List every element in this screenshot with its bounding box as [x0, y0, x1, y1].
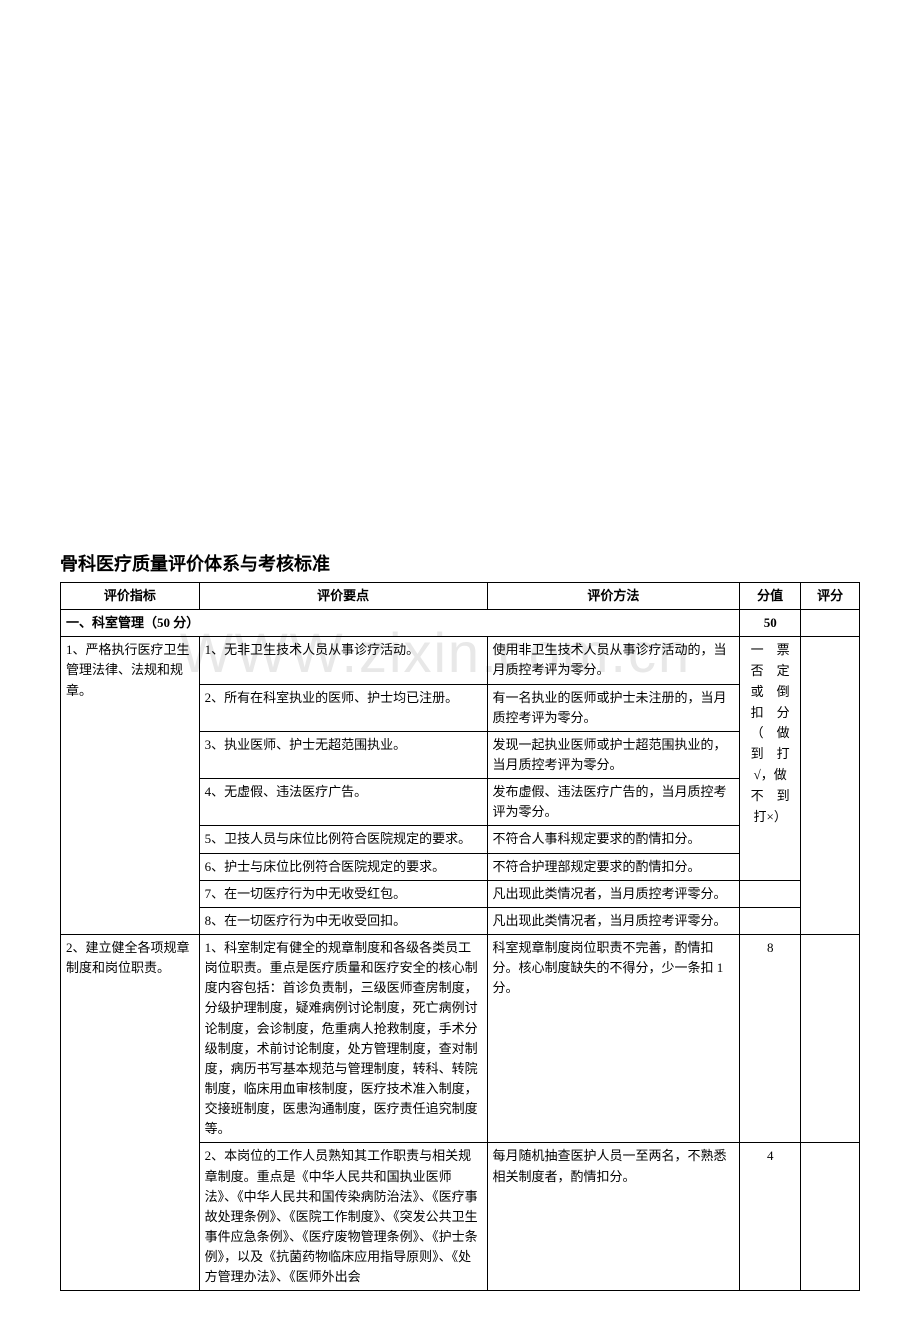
method-1-6: 不符合护理部规定要求的酌情扣分。: [487, 853, 740, 880]
header-indicator: 评价指标: [61, 583, 200, 610]
rating-1: [801, 637, 860, 935]
method-1-8: 凡出现此类情况者，当月质控考评零分。: [487, 907, 740, 934]
point-1-1: 1、无非卫生技术人员从事诊疗活动。: [199, 637, 487, 684]
section1-score: 50: [740, 610, 801, 637]
section-header-row: 一、科室管理（50 分） 50: [61, 610, 860, 637]
point-1-7: 7、在一切医疗行为中无收受红包。: [199, 880, 487, 907]
method-1-2: 有一名执业的医师或护士未注册的，当月质控考评为零分。: [487, 684, 740, 731]
table-row: 1、严格执行医疗卫生管理法律、法规和规章。 1、无非卫生技术人员从事诊疗活动。 …: [61, 637, 860, 684]
method-1-5: 不符合人事科规定要求的酌情扣分。: [487, 826, 740, 853]
table-header-row: 评价指标 评价要点 评价方法 分值 评分: [61, 583, 860, 610]
point-2-2: 2、本岗位的工作人员熟知其工作职责与相关规章制度。重点是《中华人民共和国执业医师…: [199, 1143, 487, 1291]
point-2-1: 1、科室制定有健全的规章制度和各级各类员工岗位职责。重点是医疗质量和医疗安全的核…: [199, 934, 487, 1142]
point-1-5: 5、卫技人员与床位比例符合医院规定的要求。: [199, 826, 487, 853]
rating-2-1: [801, 934, 860, 1142]
point-1-3: 3、执业医师、护士无超范围执业。: [199, 731, 487, 778]
method-1-4: 发布虚假、违法医疗广告的，当月质控考评为零分。: [487, 779, 740, 826]
document-title: 骨科医疗质量评价体系与考核标准: [60, 550, 860, 576]
point-1-4: 4、无虚假、违法医疗广告。: [199, 779, 487, 826]
header-points: 评价要点: [199, 583, 487, 610]
header-score: 分值: [740, 583, 801, 610]
evaluation-table: 评价指标 评价要点 评价方法 分值 评分 一、科室管理（50 分） 50 1、严…: [60, 582, 860, 1291]
indicator-2: 2、建立健全各项规章制度和岗位职责。: [61, 934, 200, 1290]
score-1-8: [740, 907, 801, 934]
method-2-2: 每月随机抽查医护人员一至两名，不熟悉相关制度者，酌情扣分。: [487, 1143, 740, 1291]
method-2-1: 科室规章制度岗位职责不完善，酌情扣分。核心制度缺失的不得分，少一条扣 1 分。: [487, 934, 740, 1142]
method-1-3: 发现一起执业医师或护士超范围执业的，当月质控考评为零分。: [487, 731, 740, 778]
score-1-7: [740, 880, 801, 907]
score-2-1: 8: [740, 934, 801, 1142]
score-2-2: 4: [740, 1143, 801, 1291]
method-1-7: 凡出现此类情况者，当月质控考评零分。: [487, 880, 740, 907]
table-row: 2、建立健全各项规章制度和岗位职责。 1、科室制定有健全的规章制度和各级各类员工…: [61, 934, 860, 1142]
point-1-8: 8、在一切医疗行为中无收受回扣。: [199, 907, 487, 934]
point-1-6: 6、护士与床位比例符合医院规定的要求。: [199, 853, 487, 880]
header-method: 评价方法: [487, 583, 740, 610]
header-rating: 评分: [801, 583, 860, 610]
indicator-1: 1、严格执行医疗卫生管理法律、法规和规章。: [61, 637, 200, 935]
method-1-1: 使用非卫生技术人员从事诊疗活动的，当月质控考评为零分。: [487, 637, 740, 684]
rating-2-2: [801, 1143, 860, 1291]
score-note-1: 一 票 否 定 或 倒 扣 分 （ 做 到 打 √，做 不 到 打×）: [740, 637, 801, 880]
point-1-2: 2、所有在科室执业的医师、护士均已注册。: [199, 684, 487, 731]
section1-title: 一、科室管理（50 分）: [61, 610, 740, 637]
section1-rating: [801, 610, 860, 637]
